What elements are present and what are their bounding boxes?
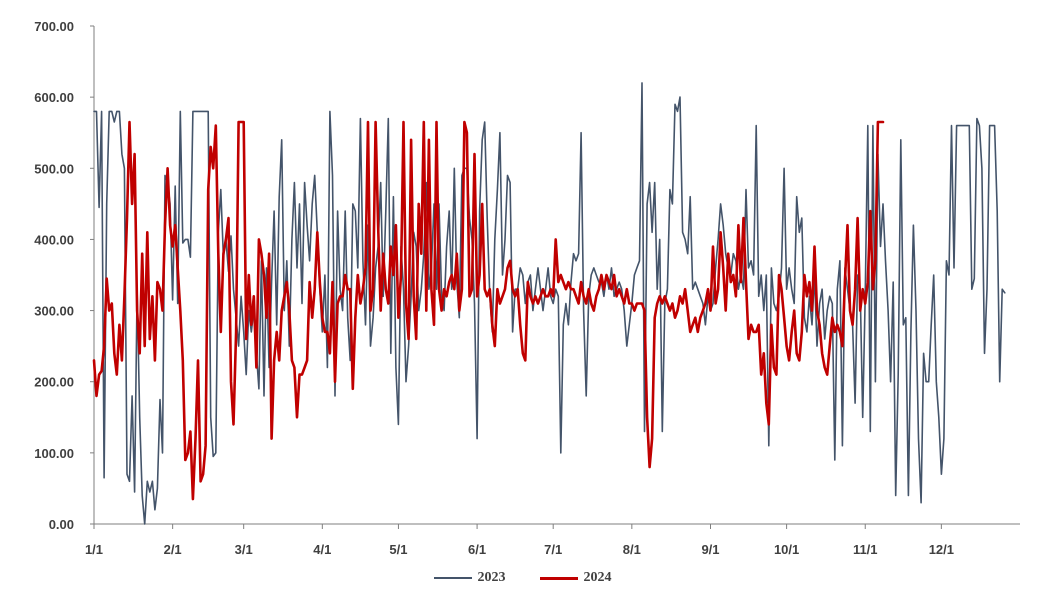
- x-tick-label: 10/1: [774, 542, 799, 557]
- y-tick-label: 500.00: [34, 161, 74, 176]
- x-tick-label: 3/1: [235, 542, 253, 557]
- legend: 2023 2024: [0, 570, 1045, 586]
- x-tick-label: 7/1: [544, 542, 562, 557]
- y-axis-labels: 0.00 100.00 200.00 300.00 400.00 500.00 600.00…: [34, 19, 74, 532]
- series-line-2023: [93, 82, 1006, 525]
- legend-label-2024: 2024: [583, 570, 612, 585]
- x-axis-labels: 1/1 2/1 3/1 4/1 5/1 6/1 7/1 8/1 9/1 10/1 11/1 12/1: [85, 542, 954, 557]
- series-layer: [92, 82, 1006, 525]
- x-tick-label: 11/1: [853, 542, 878, 557]
- y-tick-label: 600.00: [34, 90, 74, 105]
- legend-item-2024: 2024: [539, 570, 612, 586]
- y-tick-label: 200.00: [34, 375, 74, 390]
- y-tick-label: 700.00: [34, 19, 74, 34]
- x-tick-label: 2/1: [164, 542, 182, 557]
- x-tick-label: 1/1: [85, 542, 103, 557]
- y-tick-label: 300.00: [34, 304, 74, 319]
- legend-item-2023: 2023: [433, 570, 506, 586]
- x-tick-label: 8/1: [623, 542, 641, 557]
- y-tick-label: 0.00: [49, 517, 74, 532]
- y-tick-label: 100.00: [34, 446, 74, 461]
- axes: [90, 25, 1020, 529]
- x-tick-label: 9/1: [701, 542, 719, 557]
- x-tick-label: 4/1: [313, 542, 331, 557]
- x-tick-label: 12/1: [929, 542, 954, 557]
- legend-label-2023: 2023: [477, 570, 506, 585]
- series-line-2024: [92, 120, 885, 501]
- legend-swatch-2023: [433, 577, 472, 579]
- x-tick-label: 6/1: [468, 542, 486, 557]
- legend-swatch-2024: [539, 576, 578, 580]
- x-tick-label: 5/1: [389, 542, 407, 557]
- y-tick-label: 400.00: [34, 232, 74, 247]
